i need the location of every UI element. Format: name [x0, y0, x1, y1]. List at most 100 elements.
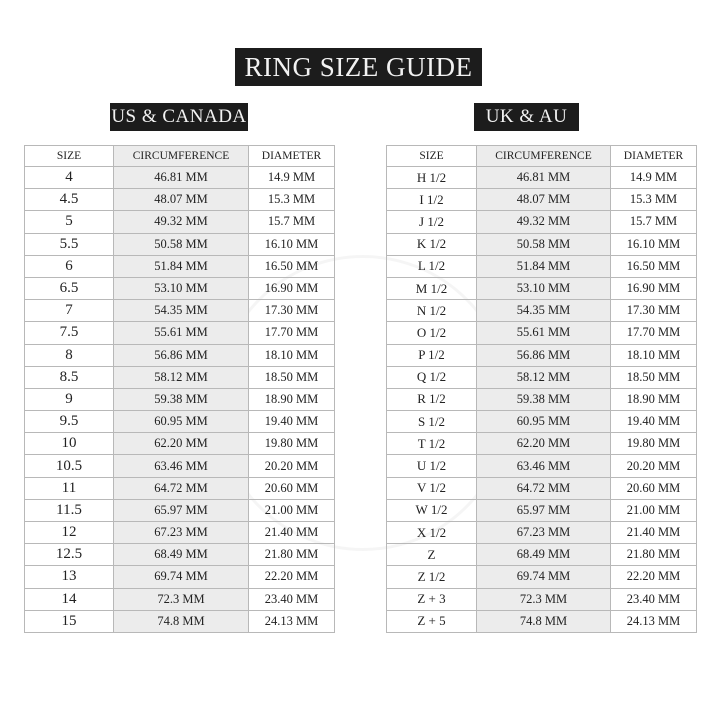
circumference-cell: 62.20 MM: [476, 432, 611, 456]
circumference-cell: 59.38 MM: [476, 387, 611, 412]
circumference-cell: 46.81 MM: [476, 165, 611, 190]
diameter-cell: 19.80 MM: [248, 432, 335, 456]
circumference-cell: 50.58 MM: [476, 232, 611, 256]
size-cell: 11.5: [24, 498, 114, 523]
size-cell: 6: [24, 254, 114, 278]
circumference-cell: 54.35 MM: [476, 299, 611, 323]
table-row: 9.5 60.95 MM 19.40 MM: [24, 410, 335, 434]
size-cell: 5.5: [24, 232, 114, 256]
size-cell: 11: [24, 476, 114, 500]
size-cell: 6.5: [24, 276, 114, 301]
table-row: S 1/2 60.95 MM 19.40 MM: [386, 410, 697, 434]
table-row: 8.5 58.12 MM 18.50 MM: [24, 365, 335, 389]
table-row: M 1/2 53.10 MM 16.90 MM: [386, 276, 697, 301]
size-cell: 9: [24, 387, 114, 412]
table-row: 12 67.23 MM 21.40 MM: [24, 520, 335, 545]
circumference-cell: 51.84 MM: [113, 254, 249, 278]
table-row: 4.5 48.07 MM 15.3 MM: [24, 188, 335, 212]
size-cell: S 1/2: [386, 410, 477, 434]
table-row: 12.5 68.49 MM 21.80 MM: [24, 543, 335, 567]
diameter-cell: 15.3 MM: [248, 188, 335, 212]
circumference-cell: 74.8 MM: [113, 609, 249, 633]
table-row: H 1/2 46.81 MM 14.9 MM: [386, 165, 697, 190]
circumference-cell: 64.72 MM: [113, 476, 249, 500]
diameter-cell: 18.50 MM: [248, 365, 335, 389]
table-row: V 1/2 64.72 MM 20.60 MM: [386, 476, 697, 500]
table-row: Z 1/2 69.74 MM 22.20 MM: [386, 565, 697, 589]
size-cell: L 1/2: [386, 254, 477, 278]
table-row: 15 74.8 MM 24.13 MM: [24, 609, 335, 633]
table-row: 8 56.86 MM 18.10 MM: [24, 343, 335, 367]
diameter-cell: 21.80 MM: [248, 543, 335, 567]
circumference-cell: 60.95 MM: [476, 410, 611, 434]
column-header: CIRCUMFERENCE: [113, 145, 249, 167]
size-cell: W 1/2: [386, 498, 477, 523]
diameter-cell: 18.50 MM: [610, 365, 697, 389]
table-row: 6.5 53.10 MM 16.90 MM: [24, 276, 335, 301]
table-row: W 1/2 65.97 MM 21.00 MM: [386, 498, 697, 523]
size-cell: Z + 5: [386, 609, 477, 633]
table-row: 4 46.81 MM 14.9 MM: [24, 165, 335, 190]
size-cell: 15: [24, 609, 114, 633]
diameter-cell: 16.90 MM: [248, 276, 335, 301]
circumference-cell: 65.97 MM: [476, 498, 611, 523]
diameter-cell: 19.40 MM: [248, 410, 335, 434]
circumference-cell: 69.74 MM: [476, 565, 611, 589]
circumference-cell: 69.74 MM: [113, 565, 249, 589]
diameter-cell: 20.60 MM: [610, 476, 697, 500]
diameter-cell: 23.40 MM: [248, 587, 335, 611]
size-cell: J 1/2: [386, 210, 477, 234]
column-header: SIZE: [24, 145, 114, 167]
diameter-cell: 21.40 MM: [248, 520, 335, 545]
page-title: RING SIZE GUIDE: [235, 48, 482, 86]
column-header: DIAMETER: [248, 145, 335, 167]
circumference-cell: 67.23 MM: [113, 520, 249, 545]
diameter-cell: 21.00 MM: [610, 498, 697, 523]
diameter-cell: 18.90 MM: [610, 387, 697, 412]
table-row: R 1/2 59.38 MM 18.90 MM: [386, 387, 697, 412]
table-row: Q 1/2 58.12 MM 18.50 MM: [386, 365, 697, 389]
size-cell: Z: [386, 543, 477, 567]
circumference-cell: 63.46 MM: [113, 454, 249, 478]
diameter-cell: 16.50 MM: [610, 254, 697, 278]
circumference-cell: 63.46 MM: [476, 454, 611, 478]
circumference-cell: 53.10 MM: [113, 276, 249, 301]
circumference-cell: 48.07 MM: [476, 188, 611, 212]
diameter-cell: 24.13 MM: [610, 609, 697, 633]
size-cell: 12.5: [24, 543, 114, 567]
diameter-cell: 16.50 MM: [248, 254, 335, 278]
size-cell: 9.5: [24, 410, 114, 434]
circumference-cell: 55.61 MM: [476, 321, 611, 345]
table-row: J 1/2 49.32 MM 15.7 MM: [386, 210, 697, 234]
uk-size-table: SIZE CIRCUMFERENCE DIAMETER H 1/2 46.81 MM 14…: [386, 145, 697, 633]
size-cell: O 1/2: [386, 321, 477, 345]
table-row: I 1/2 48.07 MM 15.3 MM: [386, 188, 697, 212]
circumference-cell: 46.81 MM: [113, 165, 249, 190]
size-cell: 13: [24, 565, 114, 589]
table-row: 6 51.84 MM 16.50 MM: [24, 254, 335, 278]
diameter-cell: 18.10 MM: [248, 343, 335, 367]
circumference-cell: 58.12 MM: [113, 365, 249, 389]
size-cell: 12: [24, 520, 114, 545]
circumference-cell: 68.49 MM: [476, 543, 611, 567]
diameter-cell: 19.40 MM: [610, 410, 697, 434]
circumference-cell: 60.95 MM: [113, 410, 249, 434]
diameter-cell: 20.20 MM: [610, 454, 697, 478]
diameter-cell: 21.00 MM: [248, 498, 335, 523]
diameter-cell: 15.3 MM: [610, 188, 697, 212]
table-row: X 1/2 67.23 MM 21.40 MM: [386, 520, 697, 545]
circumference-cell: 67.23 MM: [476, 520, 611, 545]
diameter-cell: 23.40 MM: [610, 587, 697, 611]
circumference-cell: 53.10 MM: [476, 276, 611, 301]
diameter-cell: 17.30 MM: [248, 299, 335, 323]
uk-au-heading: UK & AU: [474, 103, 579, 131]
circumference-cell: 56.86 MM: [476, 343, 611, 367]
diameter-cell: 21.40 MM: [610, 520, 697, 545]
diameter-cell: 17.30 MM: [610, 299, 697, 323]
size-cell: 10.5: [24, 454, 114, 478]
diameter-cell: 17.70 MM: [610, 321, 697, 345]
table-row: Z + 5 74.8 MM 24.13 MM: [386, 609, 697, 633]
size-cell: 5: [24, 210, 114, 234]
size-cell: V 1/2: [386, 476, 477, 500]
size-cell: H 1/2: [386, 165, 477, 190]
